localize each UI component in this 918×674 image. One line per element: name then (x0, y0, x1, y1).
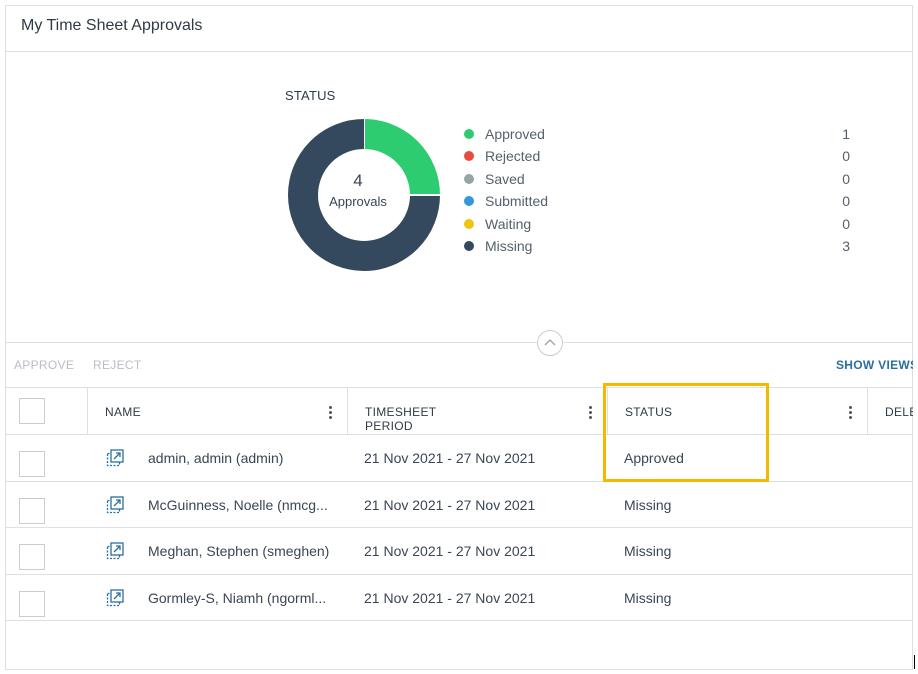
legend-item-saved[interactable]: Saved 0 (460, 169, 850, 191)
kebab-menu-icon[interactable] (329, 406, 333, 421)
column-separator (87, 388, 88, 435)
legend-label: Saved (485, 170, 525, 187)
legend-item-waiting[interactable]: Waiting 0 (460, 214, 850, 236)
collapse-chart-button[interactable] (537, 330, 563, 356)
table-row[interactable]: McGuinness, Noelle (nmcg... 21 Nov 2021 … (5, 482, 913, 528)
row-checkbox[interactable] (19, 451, 45, 477)
approve-button[interactable]: APPROVE (14, 358, 75, 372)
open-external-icon[interactable] (106, 542, 124, 560)
chart-center-label: Approvals (329, 194, 387, 209)
legend-item-submitted[interactable]: Submitted 0 (460, 191, 850, 213)
legend-count: 0 (842, 170, 850, 187)
cell-name: admin, admin (admin) (148, 450, 284, 466)
legend-label: Submitted (485, 193, 549, 210)
legend-label: Approved (485, 126, 545, 142)
panel-title: My Time Sheet Approvals (21, 17, 203, 34)
legend-count: 0 (842, 193, 850, 210)
table-header: NAME TIMESHEET PERIOD STATUS DELE (5, 387, 913, 435)
open-external-icon[interactable] (106, 449, 124, 467)
column-header-label: DELE (885, 405, 913, 419)
column-header-label: TIMESHEET PERIOD (365, 405, 437, 433)
column-separator (607, 388, 608, 435)
legend-count: 1 (842, 126, 850, 142)
reject-button[interactable]: REJECT (93, 358, 142, 372)
approvals-table: NAME TIMESHEET PERIOD STATUS DELE admin,… (5, 387, 913, 621)
cell-timesheet-period: 21 Nov 2021 - 27 Nov 2021 (364, 543, 536, 559)
cell-status: Missing (624, 543, 672, 559)
open-external-icon[interactable] (106, 588, 124, 607)
text-cursor (914, 655, 915, 669)
legend-item-missing[interactable]: Missing 3 (460, 236, 850, 258)
chart-legend: Approved 1 Rejected 0 Saved 0 Submitted 0 Waitin… (460, 124, 850, 258)
kebab-menu-icon[interactable] (849, 406, 853, 421)
cell-status: Missing (624, 589, 672, 606)
legend-item-approved[interactable]: Approved 1 (460, 124, 850, 146)
status-chart: STATUS 4 Approvals Approved 1 Rejected 0 Sav… (5, 52, 913, 342)
donut-slice-approved[interactable] (363, 119, 440, 196)
chevron-up-icon (544, 339, 556, 346)
donut-slice-missing[interactable] (288, 119, 440, 271)
row-checkbox[interactable] (19, 497, 45, 524)
column-header-label: STATUS (625, 405, 673, 419)
table-row[interactable]: admin, admin (admin) 21 Nov 2021 - 27 No… (5, 435, 913, 482)
column-separator (867, 388, 868, 435)
row-checkbox[interactable] (19, 544, 45, 570)
panel-header: My Time Sheet Approvals (5, 5, 913, 52)
legend-dot (464, 129, 474, 139)
action-toolbar: APPROVE REJECT SHOW VIEWS (5, 342, 913, 386)
select-all-checkbox[interactable] (19, 398, 45, 424)
legend-count: 0 (842, 215, 850, 232)
legend-label: Waiting (485, 215, 532, 232)
legend-dot (464, 196, 474, 207)
legend-count: 0 (842, 148, 850, 165)
kebab-menu-icon[interactable] (589, 406, 593, 421)
status-donut-chart (288, 119, 440, 271)
legend-dot (464, 240, 474, 251)
open-external-icon[interactable] (106, 495, 124, 514)
legend-dot (464, 218, 474, 229)
column-separator (347, 388, 348, 435)
divider (5, 342, 913, 343)
column-header-delete[interactable]: DELE (885, 388, 913, 435)
legend-dot (464, 151, 474, 162)
chart-center-value: 4 (353, 171, 363, 190)
show-views-button[interactable]: SHOW VIEWS (836, 358, 913, 372)
cell-status: Missing (624, 496, 672, 513)
legend-label: Rejected (485, 148, 541, 165)
cell-name: McGuinness, Noelle (nmcg... (148, 496, 328, 513)
legend-count: 3 (842, 237, 850, 254)
cell-timesheet-period: 21 Nov 2021 - 27 Nov 2021 (364, 589, 536, 606)
cell-timesheet-period: 21 Nov 2021 - 27 Nov 2021 (364, 450, 536, 466)
chart-title: STATUS (285, 88, 336, 103)
cell-timesheet-period: 21 Nov 2021 - 27 Nov 2021 (364, 496, 536, 513)
cell-name: Meghan, Stephen (smeghen) (148, 543, 330, 559)
row-checkbox[interactable] (19, 590, 45, 617)
cell-status: Approved (624, 450, 684, 466)
legend-item-rejected[interactable]: Rejected 0 (460, 146, 850, 168)
table-row[interactable]: Meghan, Stephen (smeghen) 21 Nov 2021 - … (5, 528, 913, 575)
table-row[interactable]: Gormley-S, Niamh (ngorml... 21 Nov 2021 … (5, 575, 913, 621)
legend-label: Missing (485, 237, 533, 254)
legend-dot (464, 173, 474, 184)
panel-frame (5, 5, 913, 670)
column-header-label: NAME (105, 405, 141, 419)
cell-name: Gormley-S, Niamh (ngorml... (148, 589, 327, 606)
status-column-highlight (603, 383, 769, 482)
